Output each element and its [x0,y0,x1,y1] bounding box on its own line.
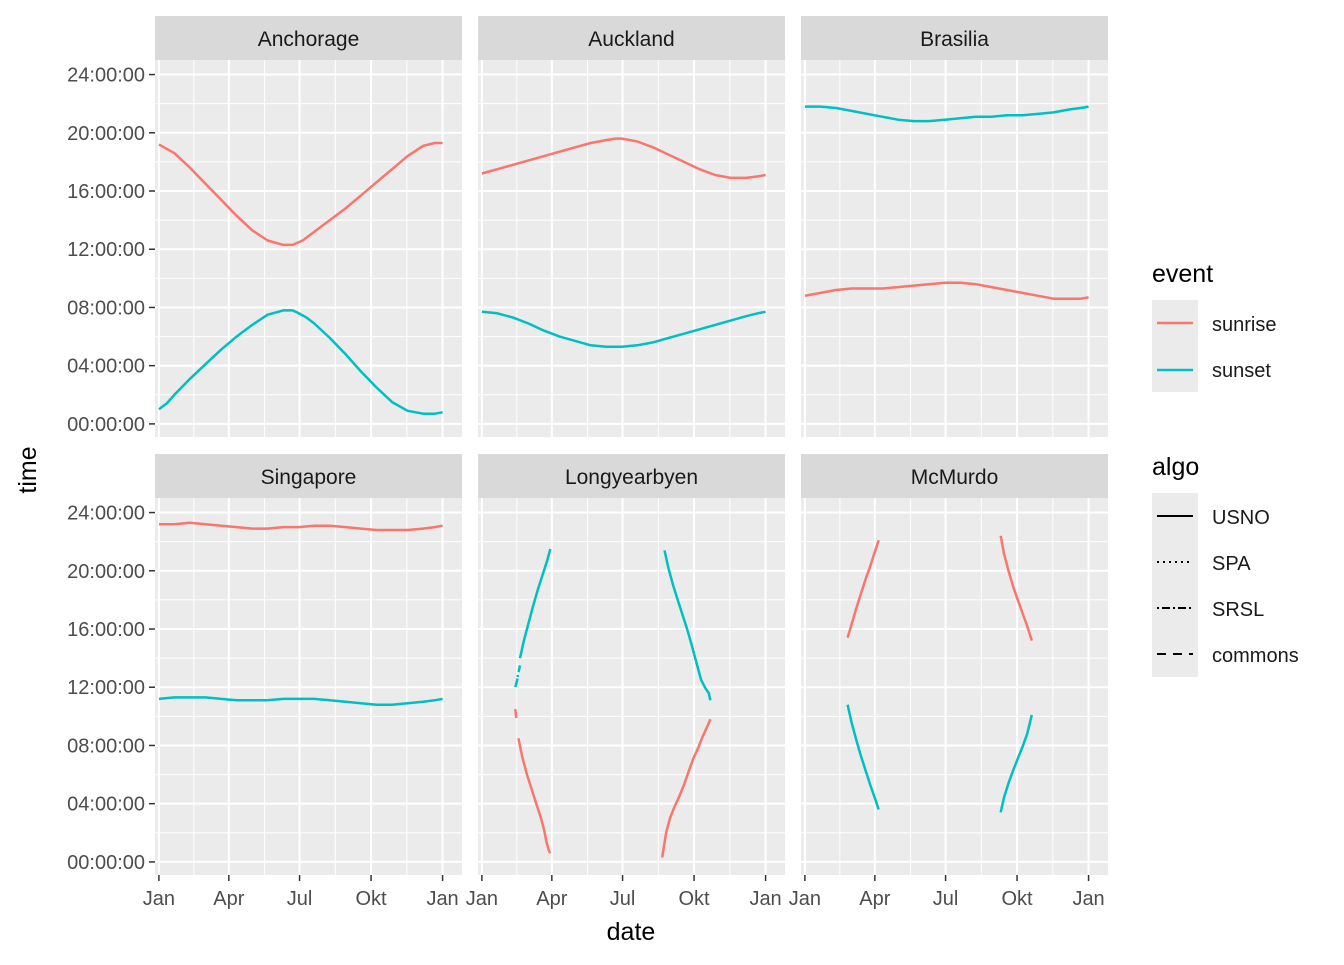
panel-title: Brasilia [920,28,989,51]
x-tick-label: Jul [933,888,959,910]
legend-label-usno: USNO [1212,507,1270,529]
panel-strip [478,16,785,60]
series-line-sunset [481,310,766,349]
y-tick-label: 08:00:00 [67,735,145,757]
series-line-sunset [999,714,1034,813]
x-tick-label: Jan [143,888,175,910]
x-tick-label: Jan [789,888,821,910]
series-line-sunset [518,548,552,659]
y-tick-label: 20:00:00 [67,561,145,583]
panel-strip [801,16,1108,60]
x-tick-label: Jan [1072,888,1104,910]
series-line-sunrise [158,521,443,532]
legend-algo-key-bg [1152,493,1198,677]
y-tick-label: 24:00:00 [67,503,145,525]
y-axis-title: time [14,446,42,493]
series-line-sunrise [804,281,1089,300]
panel-title: Auckland [588,28,674,51]
legend-event-key-bg [1152,300,1198,392]
y-tick-label: 04:00:00 [67,794,145,816]
series-line-sunrise [158,141,443,247]
series-line-sunset [514,678,519,688]
y-tick-label: 12:00:00 [67,239,145,261]
legend-label-sunset: sunset [1212,360,1271,382]
y-tick-label: 04:00:00 [67,356,145,378]
x-tick-label: Jul [610,888,636,910]
panels-layer: Anchorage Auckland Brasilia Singapore Longye… [155,16,1108,875]
panel-strip [155,16,462,60]
y-tick-label: 00:00:00 [67,414,145,436]
panel-longyearbyen: Longyearbyen [478,454,785,875]
y-tick-label: 16:00:00 [67,181,145,203]
series-line-sunrise [660,718,712,858]
panel-mcmurdo: McMurdo [801,454,1108,875]
y-tick-label: 08:00:00 [67,297,145,319]
panel-anchorage: Anchorage [155,16,462,437]
x-axis-title: date [607,918,656,946]
series-line-sunrise [517,737,552,854]
panel-strip [801,454,1108,498]
panel-strip [478,454,785,498]
y-tick-label: 24:00:00 [67,65,145,87]
panel-brasilia: Brasilia [801,16,1108,437]
series-line-sunrise [514,708,519,724]
axes-layer: 00:00:00 04:00:00 08:00:00 12:00:00 16:00:00… [67,65,1105,910]
legend-algo: algo USNO SPA SRSL commons [1152,453,1299,677]
legend-event-title: event [1152,260,1213,288]
legend-label-srsl: SRSL [1212,599,1264,621]
panel-strip [155,454,462,498]
legend-label-commons: commons [1212,645,1299,667]
x-tick-label: Okt [679,888,711,910]
legend-label-spa: SPA [1212,553,1251,575]
x-tick-label: Okt [1002,888,1034,910]
x-tick-label: Jan [749,888,781,910]
x-tick-label: Jan [466,888,498,910]
panel-title: McMurdo [911,466,999,489]
x-tick-label: Okt [356,888,388,910]
series-line-sunset [846,704,880,810]
y-tick-label: 12:00:00 [67,677,145,699]
y-tick-label: 00:00:00 [67,852,145,874]
y-tick-label: 20:00:00 [67,123,145,145]
legend-algo-title: algo [1152,453,1199,481]
x-tick-label: Apr [859,888,890,910]
series-line-sunset [804,105,1089,123]
series-line-sunset [158,696,443,706]
series-line-sunset [516,665,522,678]
panel-title: Singapore [261,466,357,489]
series-line-sunset [663,550,712,701]
series-line-sunset [158,309,443,415]
series-line-sunrise [999,535,1033,641]
series-line-sunrise [481,137,766,180]
x-tick-label: Apr [536,888,567,910]
legend-event: event sunrise sunset [1152,260,1276,392]
panel-title: Anchorage [258,28,360,51]
x-tick-label: Apr [213,888,244,910]
panel-auckland: Auckland [478,16,785,437]
x-tick-label: Jul [287,888,313,910]
panel-title: Longyearbyen [565,466,698,489]
y-tick-label: 16:00:00 [67,619,145,641]
x-tick-label: Jan [426,888,458,910]
panel-singapore: Singapore [155,454,462,875]
legend-label-sunrise: sunrise [1212,314,1276,336]
series-line-sunrise [846,539,880,639]
